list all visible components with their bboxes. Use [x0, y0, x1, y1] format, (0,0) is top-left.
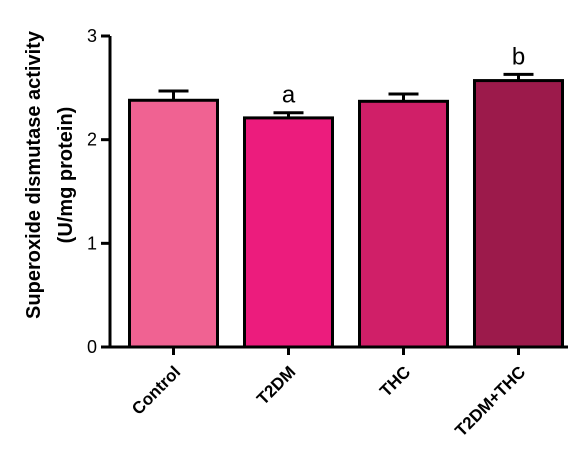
- y-tick-label: 2: [87, 130, 97, 150]
- y-axis-label-line2: (U/mg protein): [55, 107, 77, 244]
- x-tick-label: T2DM+THC: [451, 362, 529, 440]
- bar-control: [128, 98, 219, 349]
- x-tick-label: Control: [128, 362, 184, 418]
- y-tick-label: 0: [87, 337, 97, 357]
- bar-t2dm: [243, 116, 334, 349]
- significance-label: a: [282, 82, 296, 109]
- y-tick-label: 3: [87, 26, 97, 46]
- bars: [128, 72, 564, 349]
- x-tick-label: THC: [376, 362, 414, 400]
- bar-thc: [358, 99, 449, 349]
- y-tick-label: 1: [87, 233, 97, 253]
- y-axis-label-line1: Superoxide dismutase activity: [23, 30, 45, 319]
- significance-label: b: [512, 43, 525, 70]
- x-tick-label: T2DM: [253, 362, 299, 408]
- bar-t2dm-thc: [473, 79, 564, 349]
